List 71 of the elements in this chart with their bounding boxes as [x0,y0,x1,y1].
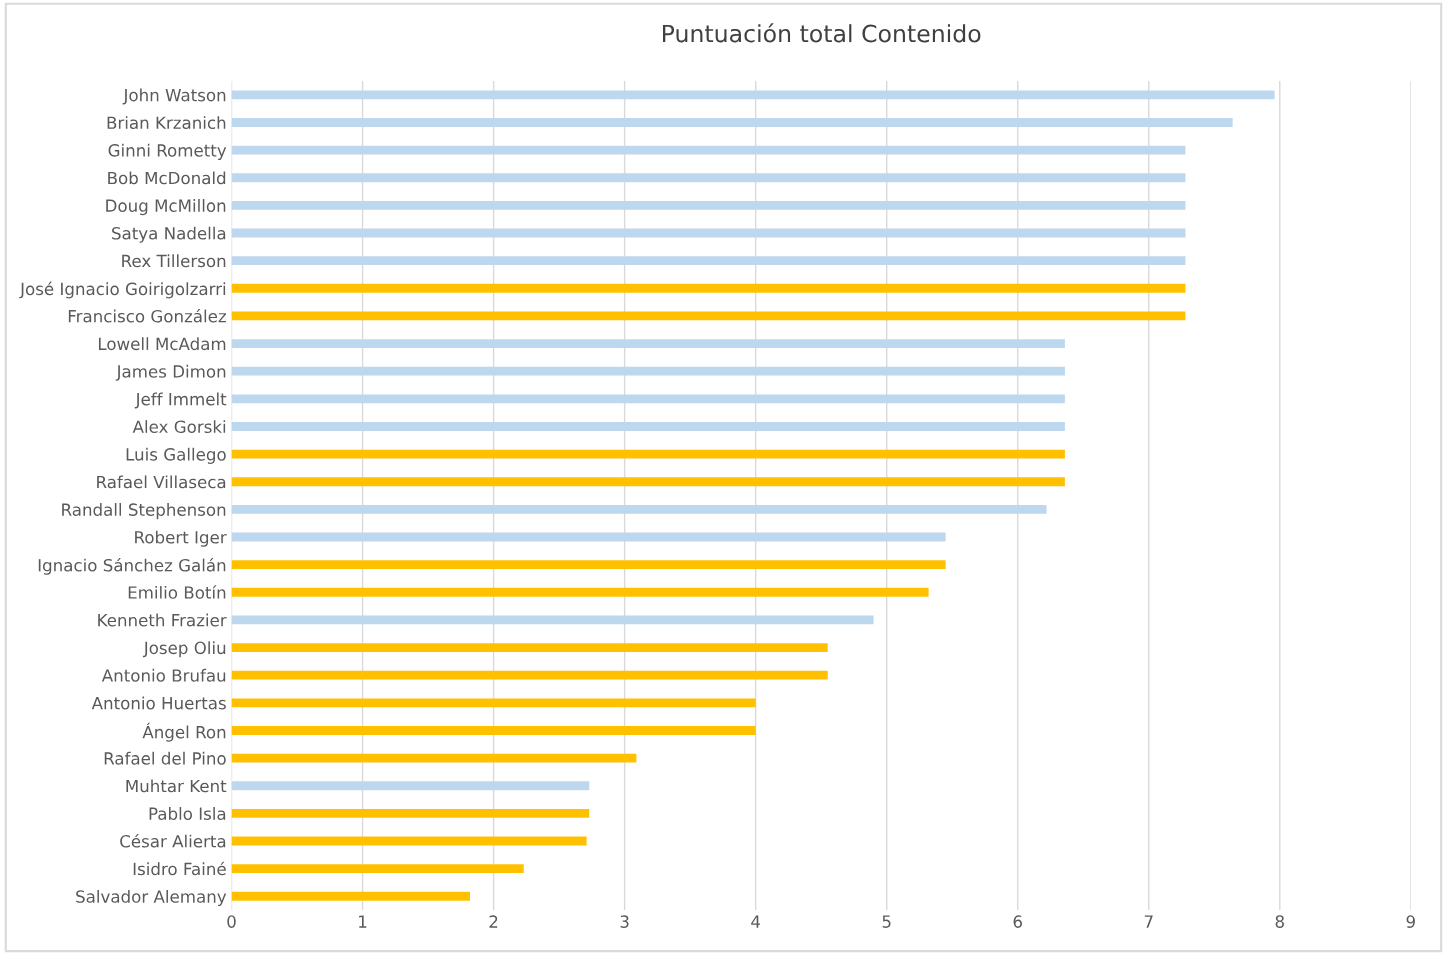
x-tick-label: 9 [1406,915,1415,928]
y-tick-label: Randall Stephenson [62,503,226,520]
y-tick-label: Bob McDonald [108,171,226,185]
y-tick-label: Francisco González [68,308,226,323]
bar [231,753,637,763]
bar [231,339,1065,348]
bar [231,394,1065,404]
bar [231,477,1065,487]
bar [231,173,1186,183]
bar [231,836,587,846]
x-tick-label: 8 [1275,915,1284,928]
bar [231,311,1186,321]
x-tick-label: 6 [1013,915,1022,928]
y-tick-label: Antonio Huertas [91,696,226,710]
x-tick-label: 2 [489,915,498,928]
bar [231,781,590,791]
y-tick-label: Antonio Brufau [101,668,226,682]
y-tick-label: Ángel Ron [142,722,226,742]
bar [231,118,1233,127]
y-tick-label: Rafael del Pino [104,751,226,765]
x-tick-label: 4 [751,915,761,928]
bar [231,90,1275,100]
x-tick-label: 5 [882,915,891,928]
y-tick-label: Emilio Botín [128,585,226,599]
bar [231,449,1065,459]
y-tick-label: Ignacio Sánchez Galán [38,557,226,575]
y-tick-label: James Dimon [115,364,226,381]
y-tick-label: César Alierta [120,834,226,848]
bar [231,560,946,570]
y-tick-label: Josep Oliu [142,641,226,658]
bar [231,200,1186,210]
y-tick-label: Salvador Alemany [76,889,227,907]
y-tick-label: Kenneth Frazier [98,613,227,627]
y-tick-label: Jeff Immelt [134,392,227,409]
bar [231,283,1186,293]
bar [231,532,946,542]
y-tick-label: Doug McMillon [106,199,226,216]
y-tick-label: John Watson [122,88,226,105]
bar [231,698,756,708]
x-tick-label: 0 [227,915,236,928]
bar [231,808,590,818]
y-tick-label: Brian Krzanich [107,116,226,130]
y-tick-label: José Ignacio Goirigolzarri [19,281,226,299]
bar [231,366,1065,376]
y-tick-label: Luis Gallego [126,447,226,464]
bar [231,670,828,680]
y-tick-label: Alex Gorski [132,420,226,434]
bar [231,615,874,625]
bar [231,726,756,735]
bar [231,864,524,874]
y-tick-label: Rafael Villaseca [97,475,226,489]
y-tick-label: Ginni Rometty [108,143,227,160]
y-tick-label: Muhtar Kent [126,779,227,793]
y-tick-label: Rex Tillerson [122,254,226,268]
bar [231,256,1186,266]
bar [231,587,929,597]
y-tick-label: Lowell McAdam [98,337,226,351]
bar [231,145,1186,155]
bar [231,228,1186,238]
bar [231,891,470,901]
y-tick-label: Pablo Isla [149,807,226,820]
bar [231,504,1047,514]
bar [231,422,1065,431]
y-tick-label: Satya Nadella [112,226,226,243]
y-tick-label: Robert Iger [135,530,227,547]
x-tick-label: 1 [359,915,367,928]
x-tick-label: 3 [620,915,629,928]
chart-title: Puntuación total Contenido [662,23,981,43]
y-tick-label: Isidro Fainé [133,861,226,876]
x-tick-label: 7 [1144,915,1153,928]
bar [231,643,828,652]
